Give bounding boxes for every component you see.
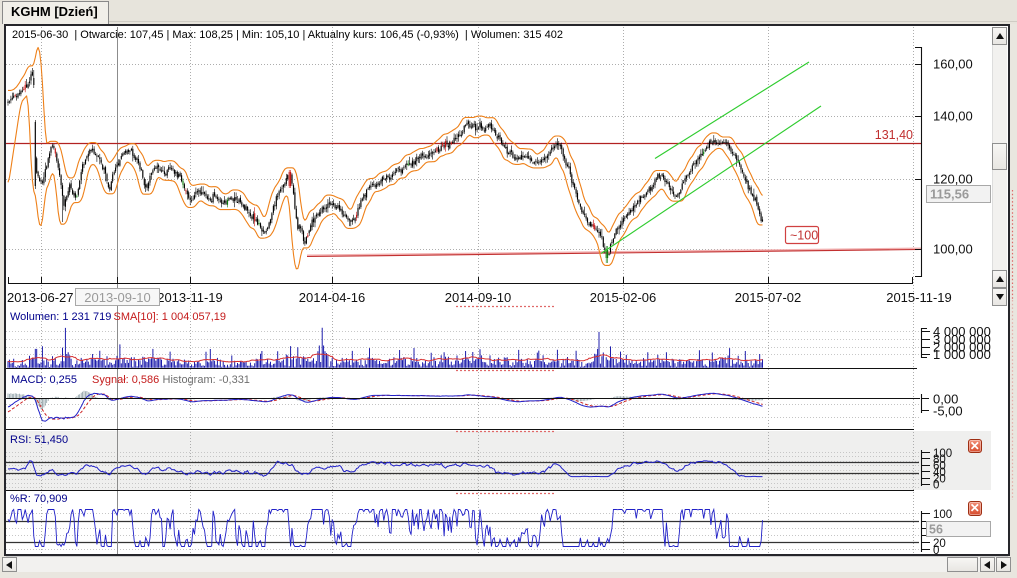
- svg-text:56: 56: [929, 523, 943, 537]
- svg-text:2013-11-19: 2013-11-19: [157, 290, 223, 305]
- svg-text:4 000 000: 4 000 000: [933, 324, 991, 339]
- svg-text:3 000 000: 3 000 000: [933, 332, 991, 347]
- svg-text:100,00: 100,00: [933, 242, 973, 257]
- svg-text:2015-11-19: 2015-11-19: [886, 290, 952, 305]
- svg-text:160,00: 160,00: [933, 57, 973, 72]
- svg-text:20: 20: [933, 474, 946, 486]
- svg-text:80: 80: [933, 454, 946, 466]
- svg-text:~100: ~100: [790, 229, 818, 243]
- svg-text:2014-04-16: 2014-04-16: [299, 290, 366, 305]
- svg-text:100: 100: [933, 448, 952, 460]
- svg-text:2015-02-06: 2015-02-06: [590, 290, 657, 305]
- svg-text:0: 0: [933, 480, 939, 492]
- svg-text:2013-09-10: 2013-09-10: [84, 290, 151, 305]
- svg-text:2013-06-27: 2013-06-27: [7, 290, 74, 305]
- svg-text:131,40: 131,40: [875, 128, 913, 142]
- svg-text:2015-07-02: 2015-07-02: [735, 290, 802, 305]
- svg-text:2014-09-10: 2014-09-10: [445, 290, 512, 305]
- svg-text:1 000 000: 1 000 000: [933, 347, 991, 362]
- svg-text:120,00: 120,00: [933, 172, 973, 187]
- svg-text:20: 20: [933, 538, 946, 550]
- svg-text:100: 100: [933, 509, 952, 521]
- svg-text:2 000 000: 2 000 000: [933, 340, 991, 355]
- svg-text:-5,00: -5,00: [933, 404, 963, 419]
- svg-text:60: 60: [933, 461, 946, 473]
- svg-text:115,56: 115,56: [930, 187, 969, 202]
- svg-text:0,00: 0,00: [933, 392, 958, 407]
- svg-text:140,00: 140,00: [933, 109, 973, 124]
- svg-text:0: 0: [933, 545, 939, 557]
- svg-text:40: 40: [933, 467, 946, 479]
